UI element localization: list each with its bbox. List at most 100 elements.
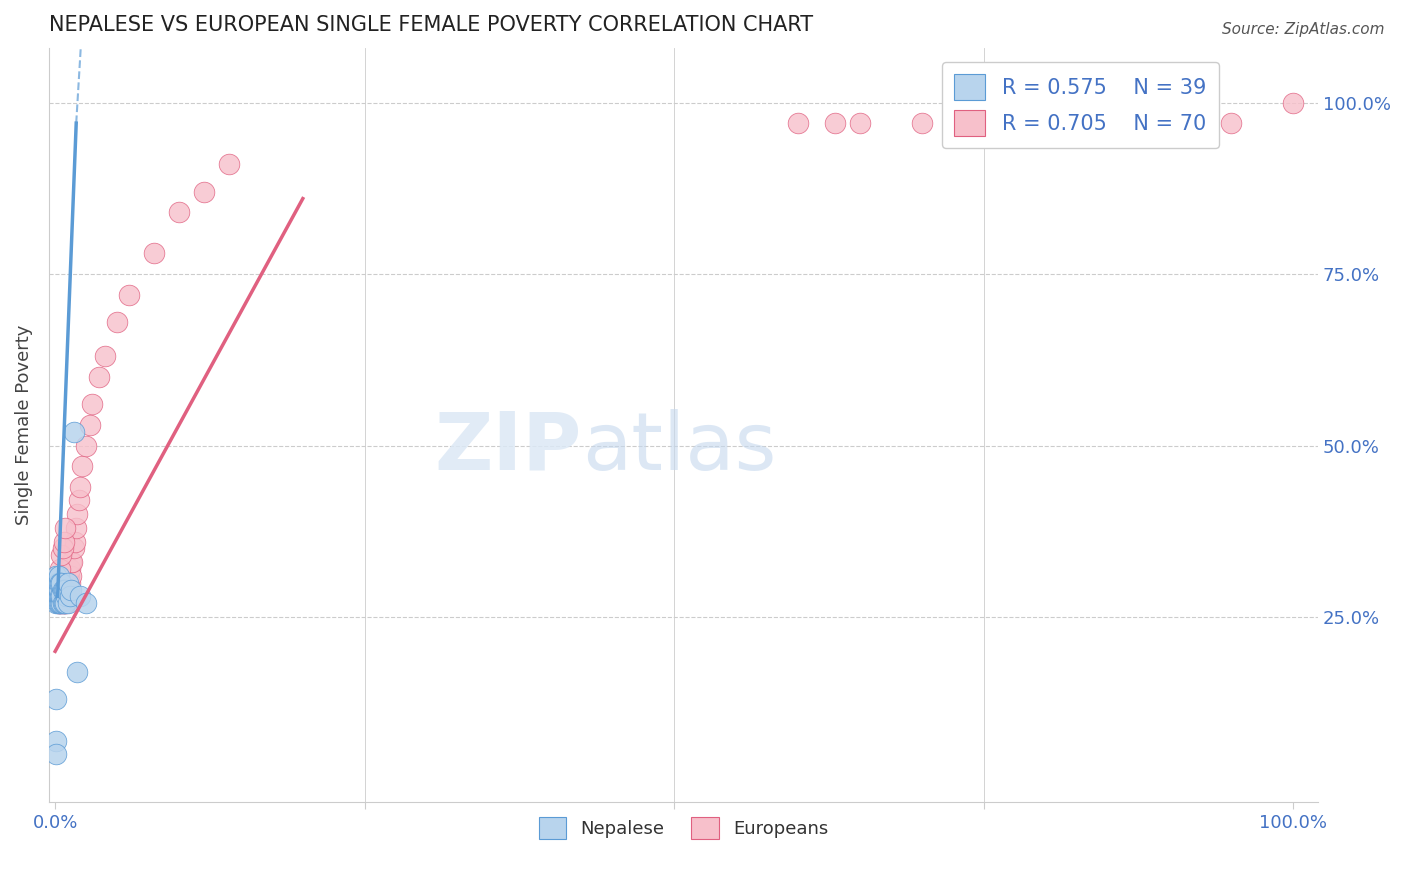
Point [62, 425, 84, 439]
Point [52, 582, 75, 597]
Point [49, 590, 72, 604]
Point [52, 596, 75, 610]
Point [218, 157, 240, 171]
Point [51, 575, 73, 590]
Point [56, 596, 79, 610]
Point [48, 582, 70, 597]
Point [193, 185, 215, 199]
Point [48, 596, 70, 610]
Point [48, 596, 70, 610]
Point [52, 575, 75, 590]
Point [1282, 95, 1305, 110]
Y-axis label: Single Female Poverty: Single Female Poverty [15, 325, 32, 525]
Point [63, 534, 86, 549]
Point [58, 582, 80, 597]
Text: ZIP: ZIP [434, 409, 582, 487]
Point [48, 569, 70, 583]
Point [45, 692, 67, 706]
Point [59, 562, 82, 576]
Point [46, 575, 69, 590]
Point [52, 534, 75, 549]
Point [45, 590, 67, 604]
Point [51, 590, 73, 604]
Point [60, 582, 83, 597]
Point [1159, 116, 1181, 130]
Point [46, 596, 69, 610]
Point [72, 459, 94, 474]
Point [53, 596, 76, 610]
Point [52, 582, 75, 597]
Point [52, 541, 75, 556]
Point [45, 747, 67, 762]
Text: Source: ZipAtlas.com: Source: ZipAtlas.com [1222, 22, 1385, 37]
Point [1220, 116, 1243, 130]
Point [46, 582, 69, 597]
Point [59, 575, 82, 590]
Point [46, 590, 69, 604]
Point [49, 590, 72, 604]
Point [58, 569, 80, 583]
Point [82, 397, 104, 411]
Point [87, 370, 110, 384]
Point [51, 590, 73, 604]
Point [1097, 116, 1119, 130]
Point [51, 582, 73, 597]
Point [48, 575, 70, 590]
Point [53, 582, 76, 597]
Point [787, 116, 810, 130]
Point [56, 575, 79, 590]
Point [51, 596, 73, 610]
Point [62, 541, 84, 556]
Point [53, 521, 76, 535]
Point [167, 205, 190, 219]
Point [52, 575, 75, 590]
Point [53, 582, 76, 597]
Point [849, 116, 872, 130]
Point [48, 569, 70, 583]
Point [143, 246, 166, 260]
Point [69, 590, 91, 604]
Point [1035, 116, 1057, 130]
Point [973, 116, 995, 130]
Point [69, 480, 91, 494]
Point [49, 575, 72, 590]
Point [45, 575, 67, 590]
Point [49, 562, 72, 576]
Point [46, 575, 69, 590]
Point [52, 582, 75, 597]
Point [48, 590, 70, 604]
Point [60, 569, 83, 583]
Point [45, 569, 67, 583]
Point [49, 596, 72, 610]
Point [48, 590, 70, 604]
Point [79, 417, 101, 432]
Point [51, 596, 73, 610]
Point [45, 582, 67, 597]
Legend: Nepalese, Europeans: Nepalese, Europeans [531, 810, 835, 847]
Text: NEPALESE VS EUROPEAN SINGLE FEMALE POVERTY CORRELATION CHART: NEPALESE VS EUROPEAN SINGLE FEMALE POVER… [49, 15, 813, 35]
Point [53, 596, 76, 610]
Point [52, 596, 75, 610]
Point [911, 116, 934, 130]
Point [67, 493, 90, 508]
Point [48, 582, 70, 597]
Point [45, 596, 67, 610]
Point [55, 596, 77, 610]
Point [824, 116, 846, 130]
Point [46, 582, 69, 597]
Text: atlas: atlas [582, 409, 776, 487]
Point [52, 590, 75, 604]
Point [118, 287, 141, 301]
Point [46, 596, 69, 610]
Point [75, 438, 97, 452]
Point [62, 555, 84, 569]
Point [46, 590, 69, 604]
Point [49, 596, 72, 610]
Point [45, 733, 67, 747]
Point [66, 665, 89, 679]
Point [93, 350, 115, 364]
Point [105, 315, 128, 329]
Point [55, 590, 77, 604]
Point [55, 582, 77, 597]
Point [49, 575, 72, 590]
